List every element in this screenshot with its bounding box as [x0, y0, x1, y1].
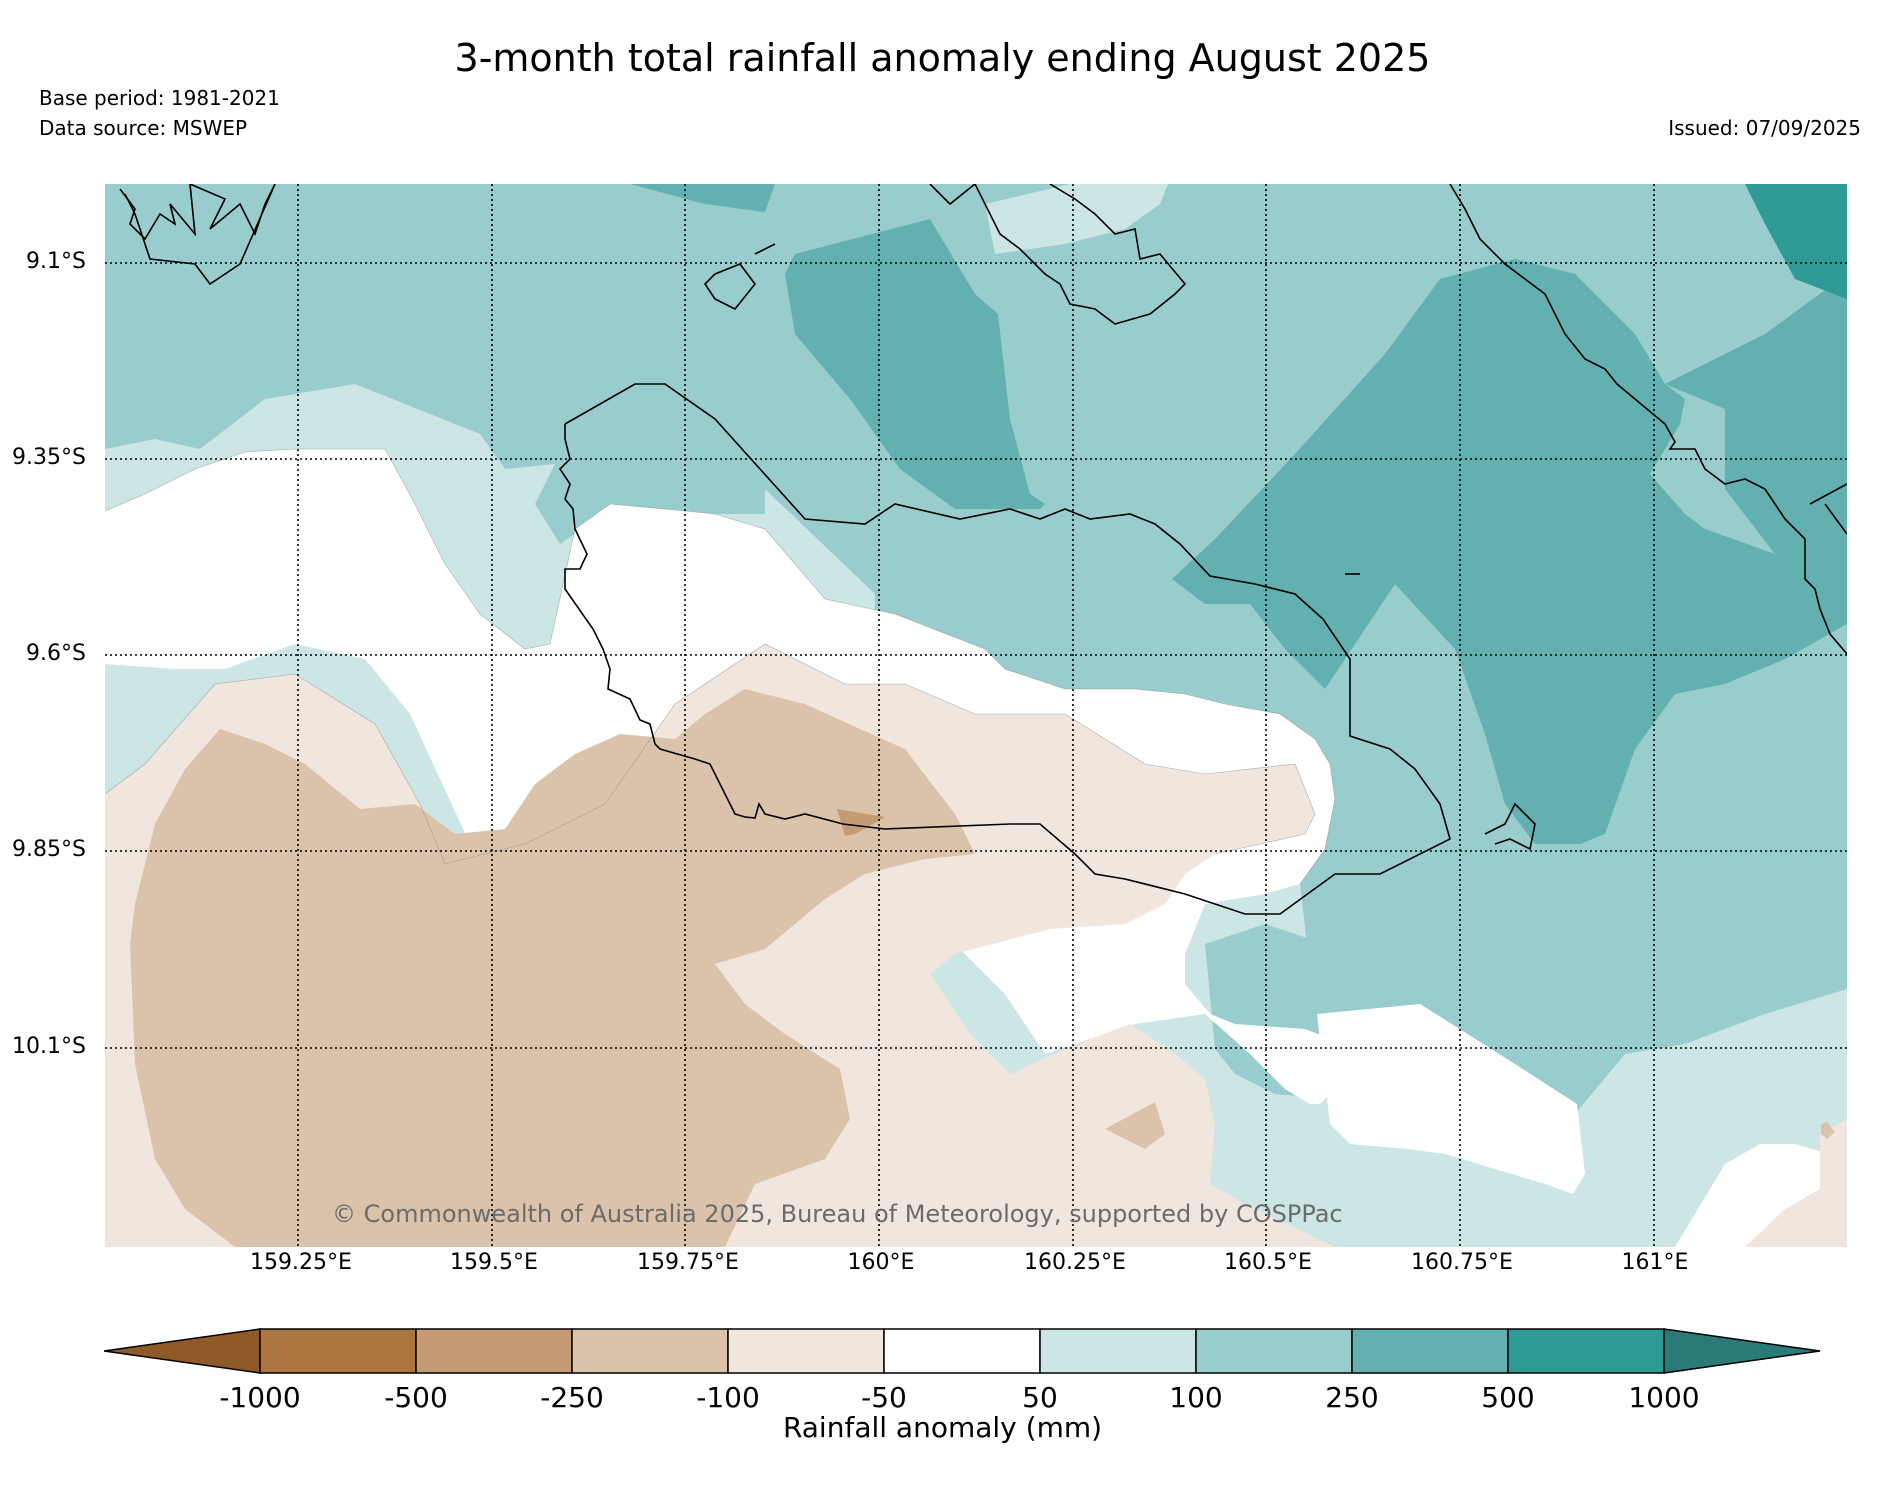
region-250-500: [785, 219, 1045, 509]
colorbar-tick-label: 100: [1169, 1381, 1223, 1414]
colorbar-tick-label: -500: [384, 1381, 448, 1414]
lat-label-9.6S: 9.6°S: [26, 641, 86, 666]
colorbar-segment: [415, 1328, 573, 1374]
colorbar-tick-label: -50: [861, 1381, 907, 1414]
colorbar-tick-label: -1000: [219, 1381, 301, 1414]
colorbar-segment: [571, 1328, 729, 1374]
lon-label-161E: 161°E: [1621, 1250, 1689, 1275]
coastline-guadalcanal: [558, 383, 1451, 915]
lon-label-160.75E: 160.75°E: [1411, 1250, 1513, 1275]
lon-label-159.5E: 159.5°E: [450, 1250, 538, 1275]
colorbar: [104, 1328, 1821, 1374]
rainfall-anomaly-map: [105, 184, 1847, 1247]
coastline-small3: [1484, 802, 1536, 851]
colorbar-tick-label: -250: [540, 1381, 604, 1414]
issued-date: Issued: 07/09/2025: [1668, 116, 1861, 140]
colorbar-tick-label: 50: [1022, 1381, 1058, 1414]
colorbar-segment: [727, 1328, 885, 1374]
colorbar-segment: [1507, 1328, 1665, 1374]
region-minus250-minus100-b: [1105, 1102, 1165, 1149]
colorbar-segment: [883, 1328, 1041, 1374]
region-500-1000: [1745, 184, 1847, 299]
lat-label-10.1S: 10.1°S: [12, 1034, 86, 1059]
region-minus500-minus250: [837, 809, 885, 836]
lon-label-159.25E: 159.25°E: [250, 1250, 352, 1275]
colorbar-segment: [1351, 1328, 1509, 1374]
colorbar-tick-label: 500: [1481, 1381, 1535, 1414]
copyright-notice: © Commonwealth of Australia 2025, Bureau…: [332, 1200, 1343, 1228]
region-250-500-b: [1172, 259, 1847, 844]
data-source-note: Data source: MSWEP: [39, 116, 248, 140]
coastline-nggela: [929, 184, 1187, 325]
region-minus250-minus100-c: [1821, 1122, 1835, 1139]
lon-label-160E: 160°E: [847, 1250, 915, 1275]
colorbar-tick-label: -100: [696, 1381, 760, 1414]
lat-label-9.1S: 9.1°S: [26, 249, 86, 274]
colorbar-segment: [1039, 1328, 1197, 1374]
region-minus100-minus50-b: [1745, 1119, 1847, 1247]
lat-label-9.35S: 9.35°S: [12, 445, 86, 470]
colorbar-segment: [259, 1328, 417, 1374]
region-50-100-patch: [985, 184, 1168, 254]
region-250-500-c: [1665, 274, 1847, 574]
coastline-nggela-east: [1449, 184, 1847, 655]
coastline-islet: [703, 263, 757, 311]
chart-title: 3-month total rainfall anomaly ending Au…: [454, 36, 1431, 80]
region-neutral-b: [1317, 1004, 1585, 1194]
colorbar-extend-low: [104, 1328, 261, 1374]
colorbar-tick-label: 1000: [1628, 1381, 1700, 1414]
colorbar-tick-label: 250: [1325, 1381, 1379, 1414]
colorbar-extend-high: [1663, 1328, 1821, 1374]
coastline-northeast: [1824, 503, 1847, 535]
colorbar-label: Rainfall anomaly (mm): [782, 1411, 1103, 1444]
base-period-note: Base period: 1981-2021: [39, 86, 280, 110]
lon-label-160.5E: 160.5°E: [1224, 1250, 1312, 1275]
lon-label-160.25E: 160.25°E: [1024, 1250, 1126, 1275]
coastline-small1: [754, 243, 776, 255]
coastline-northwest: [119, 184, 276, 286]
region-minus250-minus100: [130, 689, 975, 1247]
region-250-500-d: [630, 184, 775, 212]
lon-label-159.75E: 159.75°E: [637, 1250, 739, 1275]
coastline-small4: [1809, 483, 1847, 505]
colorbar-segment: [1195, 1328, 1353, 1374]
lat-label-9.85S: 9.85°S: [12, 837, 86, 862]
